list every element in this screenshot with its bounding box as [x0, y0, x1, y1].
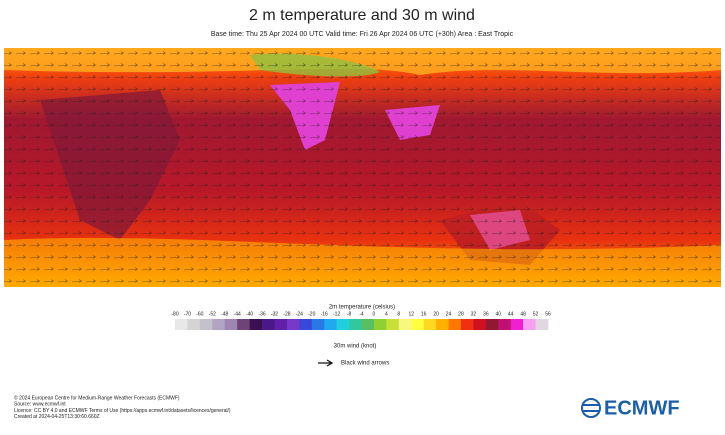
colorbar-tick-label: 48	[520, 311, 526, 317]
colorbar: -80 -70 -60 -52 -48 -44 -40 -36 -32 -28 -24 -20 -16-…	[171, 311, 551, 330]
colorbar-tick-label: -24	[296, 311, 303, 317]
colorbar-tick-label: 12	[408, 311, 414, 317]
colorbar-tick-label: -20	[308, 311, 315, 317]
map	[4, 48, 721, 287]
colorbar-cell	[523, 319, 536, 330]
colorbar-cell	[498, 319, 511, 330]
colorbar-tick-label: -8	[347, 311, 352, 317]
legend-title: 2m temperature (celsius)	[329, 305, 395, 311]
colorbar-cell	[187, 319, 201, 330]
colorbar-tick-label: -12	[333, 311, 340, 317]
colorbar-tick-label: 24	[446, 311, 452, 317]
subtitle: Base time: Thu 25 Apr 2024 00 UTC Valid …	[211, 31, 514, 38]
wind-arrow-label: Black wind arrows	[341, 361, 389, 367]
colorbar-tick-label: 0	[373, 311, 376, 317]
colorbar-cell	[436, 319, 449, 330]
colorbar-tick-label: 32	[471, 311, 477, 317]
colorbar-cell	[212, 319, 226, 330]
footer: © 2024 European Centre for Medium-Range …	[14, 394, 231, 420]
colorbar-cell	[423, 319, 437, 330]
colorbar-cell	[535, 319, 549, 330]
footer-line: Licence: CC BY 4.0 and ECMWF Terms of Us…	[14, 408, 231, 414]
colorbar-cell	[473, 319, 487, 330]
colorbar-cell	[224, 319, 238, 330]
wind-legend-title: 30m wind (knot)	[334, 344, 377, 350]
colorbar-tick-label: 56	[545, 311, 551, 317]
footer-line: © 2024 European Centre for Medium-Range …	[14, 394, 180, 401]
logo: ECMWF	[581, 397, 680, 419]
colorbar-tick-label: -52	[209, 311, 216, 317]
colorbar-cell	[460, 319, 474, 330]
colorbar-tick-label: -36	[258, 311, 265, 317]
footer-line: Source: www.ecmwf.int	[14, 402, 66, 408]
colorbar-cell	[373, 319, 387, 330]
colorbar-cell	[510, 319, 524, 330]
colorbar-tick-label: 44	[508, 311, 514, 317]
colorbar-tick-label: -4	[359, 311, 364, 317]
colorbar-cell	[361, 319, 375, 330]
colorbar-tick-label: 36	[483, 311, 489, 317]
colorbar-tick-label: 40	[495, 311, 501, 317]
logo-text: ECMWF	[604, 397, 680, 419]
colorbar-tick-label: -60	[196, 311, 203, 317]
colorbar-cell	[237, 319, 250, 330]
colorbar-cell	[175, 319, 188, 330]
colorbar-tick-label: 16	[421, 311, 427, 317]
colorbar-cell	[274, 319, 288, 330]
colorbar-cell	[311, 319, 325, 330]
colorbar-cell	[411, 319, 424, 330]
title: 2 m temperature and 30 m wind	[249, 7, 475, 24]
colorbar-tick-label: -28	[283, 311, 290, 317]
colorbar-cell	[262, 319, 275, 330]
colorbar-cell	[199, 319, 213, 330]
colorbar-cell	[299, 319, 313, 330]
footer-line: Created at 2024-04-25T13:30:60.660Z	[14, 414, 100, 420]
colorbar-cell	[286, 319, 300, 330]
colorbar-cell	[349, 319, 362, 330]
colorbar-tick-label: 28	[458, 311, 464, 317]
colorbar-cell	[386, 319, 400, 330]
colorbar-cell	[336, 319, 350, 330]
colorbar-tick-label: -44	[234, 311, 241, 317]
colorbar-tick-label: 52	[533, 311, 539, 317]
colorbar-cell	[249, 319, 263, 330]
colorbar-tick-label: -48	[221, 311, 228, 317]
colorbar-cell	[485, 319, 499, 330]
colorbar-tick-label: -80	[171, 311, 178, 317]
colorbar-cell	[398, 319, 412, 330]
colorbar-tick-label: -70	[184, 311, 191, 317]
colorbar-tick-label: -16	[321, 311, 328, 317]
colorbar-tick-label: 8	[397, 311, 400, 317]
colorbar-tick-label: -40	[246, 311, 253, 317]
wind-arrow-icon	[318, 359, 334, 367]
colorbar-cell	[448, 319, 462, 330]
colorbar-tick-label: 20	[433, 311, 439, 317]
colorbar-cell	[324, 319, 337, 330]
colorbar-tick-label: 4	[385, 311, 388, 317]
colorbar-tick-label: -32	[271, 311, 278, 317]
